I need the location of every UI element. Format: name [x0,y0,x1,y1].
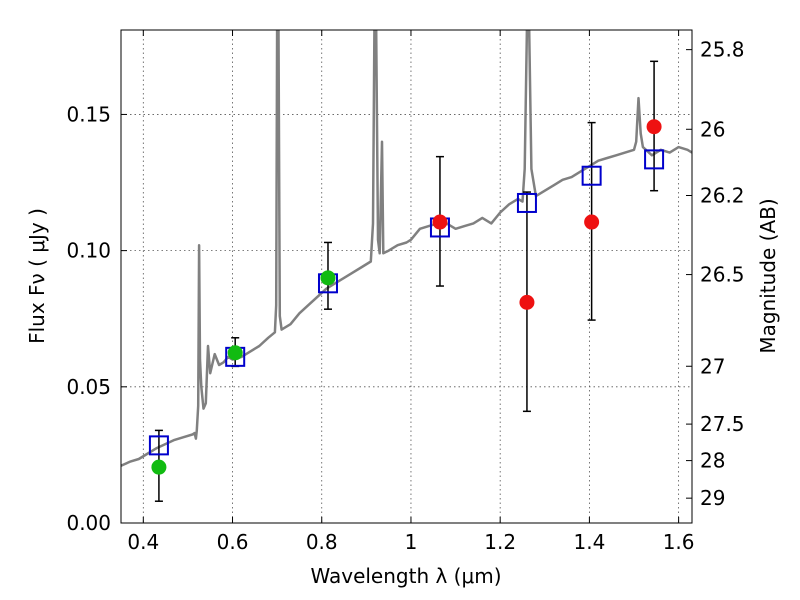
y-axis-ticks: 0.00 0.05 0.10 0.15 [66,102,127,535]
model-square-point [644,149,665,170]
red-data-point [519,294,535,310]
plot-area [121,30,692,502]
red-data-point [584,214,600,230]
mag-tick-label: 29 [700,486,725,510]
mag-tick-label: 26 [700,117,725,141]
model-square-point [516,192,537,213]
y-axis-label: Flux Fν ( μJy ) [25,208,49,344]
red-data-point [432,214,448,230]
green-data-point [151,459,167,475]
mag-tick-label: 26.2 [700,184,745,208]
mag-tick-label: 28 [700,449,725,473]
y-tick-label: 0.15 [66,102,111,126]
green-data-point [320,270,336,286]
x-axis-label: Wavelength λ (μm) [310,564,501,588]
plot-frame [120,29,693,524]
y-tick-label: 0.00 [66,511,111,535]
spectrum-line [121,30,692,467]
green-data-point [227,345,243,361]
x-tick-label: 0.4 [127,530,159,554]
x-tick-label: 0.8 [306,530,338,554]
x-tick-label: 1.6 [663,530,695,554]
mag-tick-label: 27 [700,354,725,378]
y-tick-label: 0.10 [66,239,111,263]
x-axis-ticks: 0.4 0.6 0.8 1 1.2 1.4 1.6 [127,30,695,554]
mag-tick-label: 25.8 [700,38,745,62]
mag-tick-label: 26.5 [700,263,745,287]
mag-tick-label: 27.5 [700,412,745,436]
red-data-point [646,119,662,135]
x-tick-label: 0.6 [217,530,249,554]
model-square-point [581,165,602,186]
x-tick-label: 1.2 [484,530,516,554]
right-axis-label: Magnitude (AB) [756,198,780,353]
x-tick-label: 1 [405,530,418,554]
x-tick-label: 1.4 [573,530,605,554]
model-square-point [148,435,169,456]
magnitude-axis-ticks: 25.8 26 26.2 26.5 27 27.5 28 29 [686,38,745,510]
y-tick-label: 0.05 [66,375,111,399]
grid-lines [121,30,692,523]
